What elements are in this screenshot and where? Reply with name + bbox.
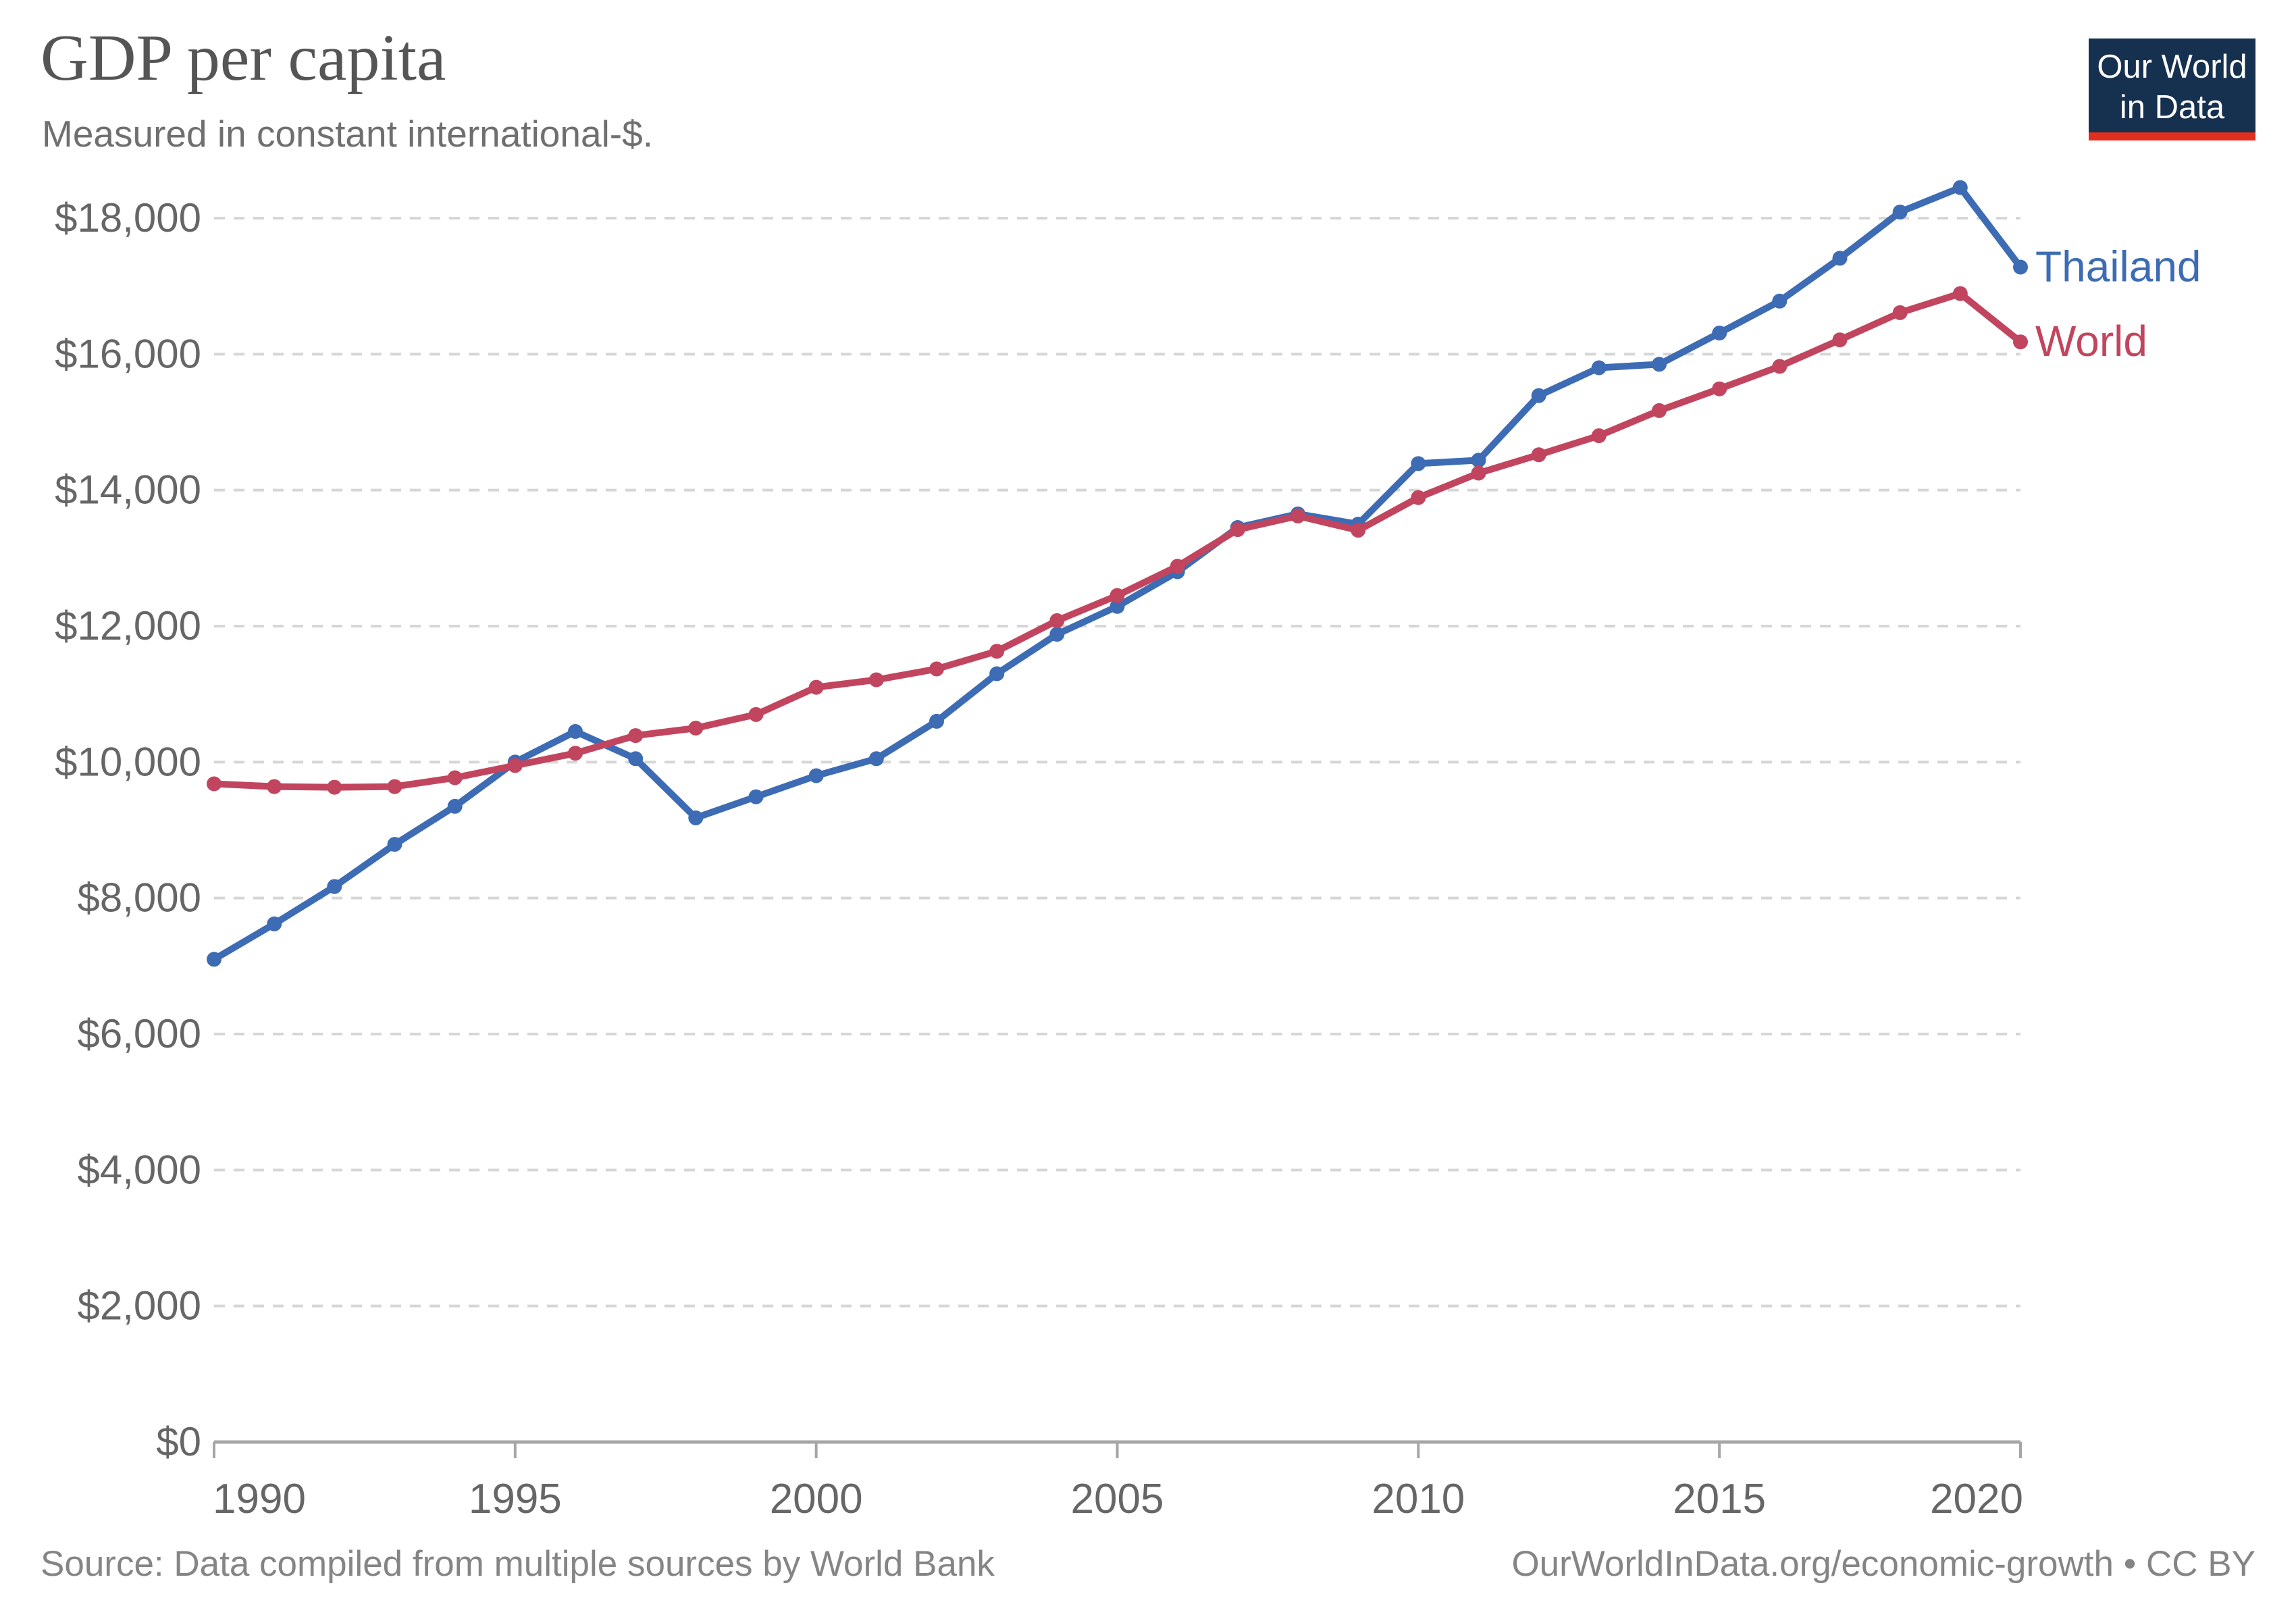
data-point-world-2016: [1772, 359, 1788, 374]
data-point-thailand-1992: [327, 879, 342, 894]
data-point-world-2012: [1531, 447, 1546, 463]
data-point-thailand-1997: [628, 751, 644, 767]
data-point-thailand-1993: [387, 837, 402, 852]
x-tick-label-2020: 2020: [1930, 1476, 2023, 1522]
chart-title: GDP per capita: [41, 22, 446, 95]
chart-footer: Source: Data compiled from multiple sour…: [0, 1543, 2296, 1597]
data-point-world-2013: [1591, 428, 1607, 444]
series-label-thailand: Thailand: [2035, 242, 2201, 290]
data-point-world-2018: [1892, 305, 1908, 320]
data-point-thailand-2011: [1471, 453, 1486, 468]
data-point-world-2011: [1471, 465, 1486, 481]
data-point-thailand-2015: [1712, 326, 1727, 341]
y-tick-label-12000: $12,000: [55, 603, 201, 648]
data-point-world-2010: [1411, 490, 1426, 505]
y-tick-label-14000: $14,000: [55, 467, 201, 513]
data-point-world-2007: [1230, 522, 1245, 538]
data-point-thailand-2001: [868, 751, 884, 767]
x-tick-label-2010: 2010: [1372, 1476, 1465, 1522]
y-tick-label-16000: $16,000: [55, 331, 201, 376]
series-line-thailand: [211, 184, 2024, 963]
x-tick-label-1995: 1995: [469, 1476, 562, 1522]
owid-logo-line1: Our World: [2097, 49, 2247, 85]
owid-logo[interactable]: Our World in Data: [2089, 38, 2255, 140]
x-tick-label-2015: 2015: [1673, 1476, 1766, 1522]
data-point-thailand-1996: [568, 724, 583, 739]
data-point-thailand-2014: [1652, 357, 1667, 372]
owid-logo-line2: in Data: [2119, 89, 2225, 126]
data-point-world-1995: [507, 758, 523, 773]
data-point-thailand-2000: [808, 768, 824, 783]
data-point-world-2014: [1652, 403, 1667, 418]
data-point-world-2017: [1832, 332, 1848, 348]
data-point-world-2002: [929, 661, 944, 677]
y-tick-label-8000: $8,000: [77, 875, 201, 921]
data-point-world-2020: [2013, 334, 2028, 350]
data-point-world-2009: [1351, 523, 1366, 538]
data-point-thailand-1990: [207, 952, 221, 967]
y-tick-label-4000: $4,000: [77, 1147, 201, 1192]
data-point-world-1992: [327, 779, 342, 795]
y-tick-label-0: $0: [156, 1419, 201, 1464]
data-point-world-1994: [447, 770, 463, 786]
owid-logo-text: Our World in Data: [2089, 38, 2255, 132]
data-point-thailand-2020: [2013, 259, 2028, 275]
data-point-world-2015: [1712, 381, 1727, 396]
owid-logo-redbar: [2089, 132, 2255, 140]
data-point-thailand-2005: [1110, 598, 1125, 614]
data-point-world-1990: [207, 776, 221, 792]
data-point-thailand-2012: [1531, 388, 1546, 403]
data-point-thailand-2017: [1832, 251, 1848, 266]
data-point-world-2008: [1290, 508, 1305, 523]
y-tick-label-6000: $6,000: [77, 1011, 201, 1056]
x-tick-label-1990: 1990: [213, 1476, 306, 1522]
data-point-thailand-2018: [1892, 204, 1908, 220]
y-tick-label-2000: $2,000: [77, 1283, 201, 1329]
y-tick-label-10000: $10,000: [55, 739, 201, 784]
data-point-world-2005: [1110, 588, 1125, 603]
data-point-thailand-1991: [267, 916, 282, 931]
data-point-thailand-1999: [748, 789, 764, 804]
data-point-world-1999: [748, 706, 764, 722]
data-point-thailand-2003: [989, 666, 1005, 681]
data-point-thailand-2010: [1411, 456, 1426, 471]
data-point-world-1996: [568, 746, 583, 761]
x-tick-label-2005: 2005: [1071, 1476, 1164, 1522]
data-point-thailand-2013: [1591, 360, 1607, 376]
attribution-link[interactable]: OurWorldInData.org/economic-growth • CC …: [1511, 1544, 2255, 1584]
data-point-world-1991: [267, 779, 282, 794]
data-point-thailand-1998: [688, 810, 704, 825]
data-point-thailand-2002: [929, 713, 944, 729]
data-point-thailand-1994: [447, 798, 463, 814]
source-note: Source: Data compiled from multiple sour…: [41, 1544, 995, 1584]
chart-subtitle: Measured in constant international-$.: [42, 113, 653, 155]
y-tick-label-18000: $18,000: [55, 195, 201, 240]
data-point-world-2004: [1049, 613, 1065, 628]
data-point-world-2019: [1952, 286, 1968, 301]
x-tick-label-2000: 2000: [770, 1476, 863, 1522]
series-label-world: World: [2035, 317, 2147, 365]
data-point-world-1997: [628, 728, 644, 744]
data-point-world-1993: [387, 779, 402, 794]
data-point-world-1998: [688, 721, 704, 736]
data-point-thailand-2019: [1952, 180, 1968, 195]
data-point-thailand-2004: [1049, 627, 1065, 642]
data-point-world-2001: [868, 672, 884, 688]
series-line-world: [211, 290, 2024, 791]
data-point-world-2003: [989, 644, 1005, 659]
data-point-world-2006: [1170, 559, 1185, 574]
data-point-thailand-2016: [1772, 293, 1788, 309]
data-point-world-2000: [808, 679, 824, 695]
